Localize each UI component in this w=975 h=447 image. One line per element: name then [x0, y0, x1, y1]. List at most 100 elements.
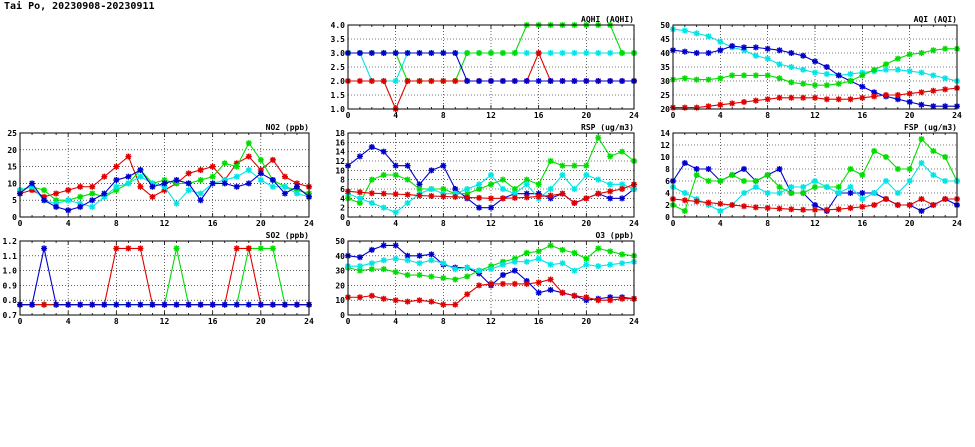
- aqhi-point-cyan: [392, 78, 399, 84]
- o3-point-cyan: [380, 257, 387, 264]
- aqi-point-green: [705, 76, 712, 83]
- aqhi-point-cyan: [583, 50, 590, 56]
- aqi-ytick-label: 50: [660, 21, 670, 30]
- rsp-title: RSP (ug/m3): [581, 123, 634, 132]
- o3-point-green: [619, 251, 626, 258]
- aqhi-point-red: [368, 78, 375, 84]
- o3-point-cyan: [535, 255, 542, 262]
- fsp-xtick-label: 8: [765, 219, 770, 228]
- aqhi-point-red: [416, 78, 423, 84]
- so2-xtick-label: 4: [66, 317, 71, 326]
- rsp-point-cyan: [547, 186, 554, 192]
- fsp-series-red: [670, 196, 960, 213]
- so2-point-blue: [245, 301, 252, 308]
- no2-point-cyan: [293, 190, 300, 197]
- no2-point-green: [293, 187, 300, 194]
- aqi-point-green: [776, 75, 783, 82]
- aqi-point-red: [764, 96, 771, 103]
- aqhi-point-blue: [571, 78, 578, 84]
- o3-point-red: [440, 301, 447, 308]
- aqhi-title: AQHI (AQHI): [581, 15, 634, 24]
- o3-point-cyan: [559, 260, 566, 267]
- fsp-point-red: [693, 198, 700, 205]
- so2-point-blue: [89, 301, 96, 308]
- o3-point-cyan: [619, 260, 626, 267]
- rsp-point-cyan: [476, 181, 483, 188]
- aqhi-point-blue: [547, 78, 554, 84]
- fsp-point-red: [835, 206, 842, 213]
- aqhi-point-green: [619, 50, 626, 56]
- no2-chart: NO2 (ppb) 0 5 10 15 20 25 0 4 8 12 16 20 24: [7, 123, 314, 228]
- o3-point-green: [547, 242, 554, 249]
- rsp-point-cyan: [595, 176, 602, 183]
- fsp-ytick-label: 12: [660, 141, 670, 150]
- fsp-ytick-label: 6: [665, 177, 670, 186]
- rsp-point-cyan: [392, 209, 399, 216]
- so2-point-blue: [161, 301, 168, 308]
- aqhi-point-blue: [476, 78, 483, 84]
- so2-xtick-label: 0: [18, 317, 23, 326]
- aqhi-point-red: [440, 78, 447, 84]
- fsp-xtick-label: 24: [952, 219, 962, 228]
- rsp-point-blue: [368, 144, 375, 150]
- aqhi-point-blue: [523, 78, 530, 84]
- aqhi-point-green: [464, 50, 471, 56]
- fsp-point-blue: [812, 202, 818, 208]
- fsp-point-cyan: [847, 184, 854, 190]
- o3-point-cyan: [547, 261, 554, 268]
- aqhi-point-red: [452, 78, 459, 84]
- aqi-point-green: [835, 80, 842, 87]
- so2-point-blue: [185, 301, 192, 308]
- o3-point-red: [392, 297, 399, 304]
- aqi-point-cyan: [906, 68, 913, 75]
- fsp-series-green: [670, 136, 960, 214]
- aqhi-xtick-label: 0: [346, 111, 351, 120]
- fsp-point-red: [871, 202, 878, 208]
- aqhi-point-blue: [464, 78, 471, 84]
- o3-point-red: [619, 295, 626, 302]
- no2-point-cyan: [113, 183, 120, 190]
- rsp-series-red: [345, 181, 637, 206]
- aqi-point-green: [918, 50, 925, 56]
- aqhi-ytick-label: 3.0: [331, 49, 346, 58]
- so2-xtick-label: 16: [208, 317, 218, 326]
- o3-point-cyan: [607, 261, 614, 268]
- no2-point-green: [161, 177, 168, 184]
- aqi-point-blue: [894, 96, 901, 103]
- aqhi-xtick-label: 8: [441, 111, 446, 120]
- fsp-point-red: [681, 197, 688, 204]
- fsp-point-cyan: [835, 190, 842, 196]
- aqi-point-green: [800, 80, 807, 87]
- o3-point-cyan: [488, 266, 494, 273]
- aqhi-point-blue: [535, 78, 542, 84]
- no2-point-blue: [281, 190, 288, 197]
- o3-point-red: [488, 280, 494, 287]
- o3-chart: O3 (ppb) 0 10 20 30 40 50 0 4 8 12 16 20 24: [335, 231, 639, 326]
- rsp-point-cyan: [428, 186, 435, 192]
- fsp-point-green: [764, 172, 771, 178]
- fsp-point-red: [717, 200, 724, 207]
- aqi-point-red: [776, 94, 783, 101]
- so2-point-blue: [113, 301, 120, 308]
- fsp-point-green: [847, 166, 854, 172]
- aqi-point-blue: [918, 101, 925, 108]
- aqi-point-red: [859, 94, 866, 101]
- rsp-point-red: [499, 195, 506, 202]
- fsp-point-red: [894, 202, 901, 208]
- no2-point-blue: [233, 183, 240, 190]
- rsp-point-red: [380, 190, 387, 197]
- o3-point-green: [416, 272, 423, 279]
- aqi-point-cyan: [942, 75, 949, 82]
- o3-point-blue: [404, 252, 411, 259]
- rsp-point-red: [404, 191, 411, 198]
- aqhi-chart: AQHI (AQHI) 1.0 1.5 2.0 2.5 3.0 3.5 4.0 0 4 8 12 16 2…: [331, 15, 639, 120]
- aqi-point-cyan: [717, 38, 724, 45]
- fsp-point-green: [741, 178, 747, 184]
- rsp-point-cyan: [607, 181, 614, 188]
- no2-point-red: [185, 170, 192, 177]
- fsp-point-blue: [859, 190, 866, 196]
- o3-frame: [347, 240, 635, 316]
- no2-point-green: [221, 160, 228, 167]
- o3-point-green: [523, 249, 530, 256]
